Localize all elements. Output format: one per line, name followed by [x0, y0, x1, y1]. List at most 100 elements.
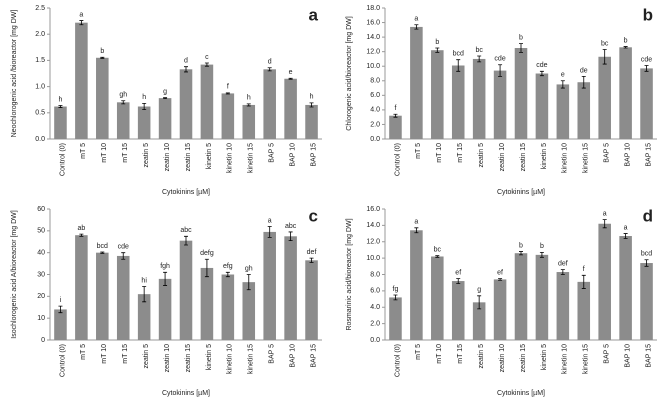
x-tick-label: zeatin 15	[185, 344, 192, 373]
x-axis-label: Cytokinins [µM]	[497, 390, 545, 397]
significance-letter: fg	[393, 286, 399, 293]
y-tick-label: 14.0	[366, 34, 380, 41]
x-tick-label: zeatin 5	[478, 143, 485, 168]
error-bar	[58, 305, 63, 314]
bar	[514, 253, 528, 340]
bar	[242, 104, 256, 139]
chart-panel: 0.0 0.5 1.0 1.5 2.0 2.5 Neochlorogenic acid /b…	[11, 5, 322, 196]
error-bar	[393, 113, 398, 118]
error-bar	[163, 97, 168, 100]
bar	[431, 50, 444, 139]
significance-letter: cde	[536, 62, 547, 69]
significance-letter: b	[519, 242, 523, 249]
significance-letter: a	[414, 16, 418, 23]
significance-letter: h	[59, 96, 63, 103]
x-tick-label: BAP 5	[604, 344, 611, 364]
error-bar	[121, 100, 126, 105]
bar	[75, 22, 88, 140]
error-bar	[393, 294, 398, 301]
x-tick-label: zeatin 15	[520, 143, 527, 172]
y-tick-label: 50	[37, 228, 45, 235]
x-tick-label: kinetin 10	[227, 143, 234, 173]
significance-letter: b	[540, 243, 544, 250]
error-bar	[309, 257, 314, 263]
y-tick-label: 2.0	[370, 121, 380, 128]
significance-letter: a	[603, 210, 607, 217]
significance-letter: cde	[641, 56, 652, 63]
error-bar	[121, 252, 126, 260]
y-tick-label: 30	[37, 271, 45, 278]
y-tick-label: 40	[37, 250, 45, 257]
significance-letter: bc	[434, 247, 442, 254]
x-axis-label: Cytokinins [µM]	[497, 189, 545, 196]
error-bar	[435, 47, 440, 53]
bar	[514, 48, 528, 139]
significance-letter: f	[583, 266, 585, 273]
bar	[54, 106, 67, 139]
x-tick-label: kinetin 10	[562, 344, 569, 374]
error-bar	[246, 274, 251, 291]
error-bar	[560, 269, 565, 275]
significance-letter: defg	[200, 250, 214, 257]
error-bar	[414, 24, 419, 30]
x-tick-label: kinetin 5	[206, 143, 213, 169]
panel-label: b	[643, 5, 653, 24]
significance-letter: b	[100, 48, 104, 55]
error-bar	[602, 49, 607, 65]
significance-letter: e	[289, 69, 293, 76]
bar	[263, 231, 276, 340]
error-bar	[623, 46, 628, 49]
significance-letter: g	[163, 88, 167, 95]
x-tick-label: kinetin 10	[227, 344, 234, 374]
y-axis-label: Chlorogenic acid/bioreactor [mg DW]	[346, 16, 353, 130]
chart-panel: 0 10 20 30 40 50 60 Isochlorogenic acid A/biore…	[11, 206, 322, 397]
x-tick-label: mT 10	[436, 344, 443, 364]
significance-letter: a	[624, 224, 628, 231]
y-tick-label: 20	[37, 293, 45, 300]
error-bar	[539, 70, 544, 77]
significance-letter: h	[142, 94, 146, 101]
panel-label: c	[309, 206, 318, 225]
bar	[242, 282, 256, 340]
y-tick-label: 16.0	[366, 19, 380, 26]
y-tick-label: 4.0	[370, 304, 380, 311]
error-bar	[100, 251, 105, 254]
error-bar	[623, 233, 628, 239]
significance-letter: cde	[118, 244, 129, 251]
y-tick-label: 6.0	[370, 92, 380, 99]
chart-panel: 0.0 2.0 4.0 6.0 8.0 10.0 12.0 14.0 16.0 Rosmarini…	[346, 206, 657, 397]
x-tick-label: mT 5	[415, 143, 422, 159]
significance-letter: de	[580, 67, 588, 74]
bar	[619, 47, 632, 139]
significance-letter: h	[247, 95, 251, 102]
y-tick-label: 4.0	[370, 107, 380, 114]
y-tick-label: 6.0	[370, 288, 380, 295]
bar	[54, 309, 67, 340]
bar	[137, 294, 151, 340]
bar	[619, 236, 632, 340]
y-axis-label: Rosmarinic acid/bioreactor [mg DW]	[346, 218, 353, 330]
y-tick-label: 10.0	[366, 255, 380, 262]
x-tick-label: mT 5	[80, 344, 87, 360]
bar	[284, 78, 297, 139]
bar	[577, 82, 591, 139]
significance-letter: f	[394, 105, 396, 112]
x-tick-label: Control (0)	[394, 143, 401, 176]
x-tick-label: kinetin 15	[248, 143, 255, 173]
error-bar	[435, 255, 440, 258]
significance-letter: f	[227, 84, 229, 91]
error-bar	[456, 278, 461, 284]
error-bar	[267, 67, 272, 72]
significance-letter: bcd	[97, 243, 108, 250]
error-bar	[644, 65, 649, 72]
y-tick-label: 1.0	[35, 83, 45, 90]
bar	[96, 252, 109, 340]
y-tick-label: 18.0	[366, 5, 380, 12]
y-tick-label: 16.0	[366, 206, 380, 213]
error-bar	[204, 258, 209, 278]
bar	[221, 93, 235, 139]
error-bar	[79, 20, 84, 26]
x-tick-label: BAP 10	[624, 143, 631, 167]
x-tick-label: kinetin 10	[562, 143, 569, 173]
x-tick-label: mT 10	[101, 143, 108, 163]
